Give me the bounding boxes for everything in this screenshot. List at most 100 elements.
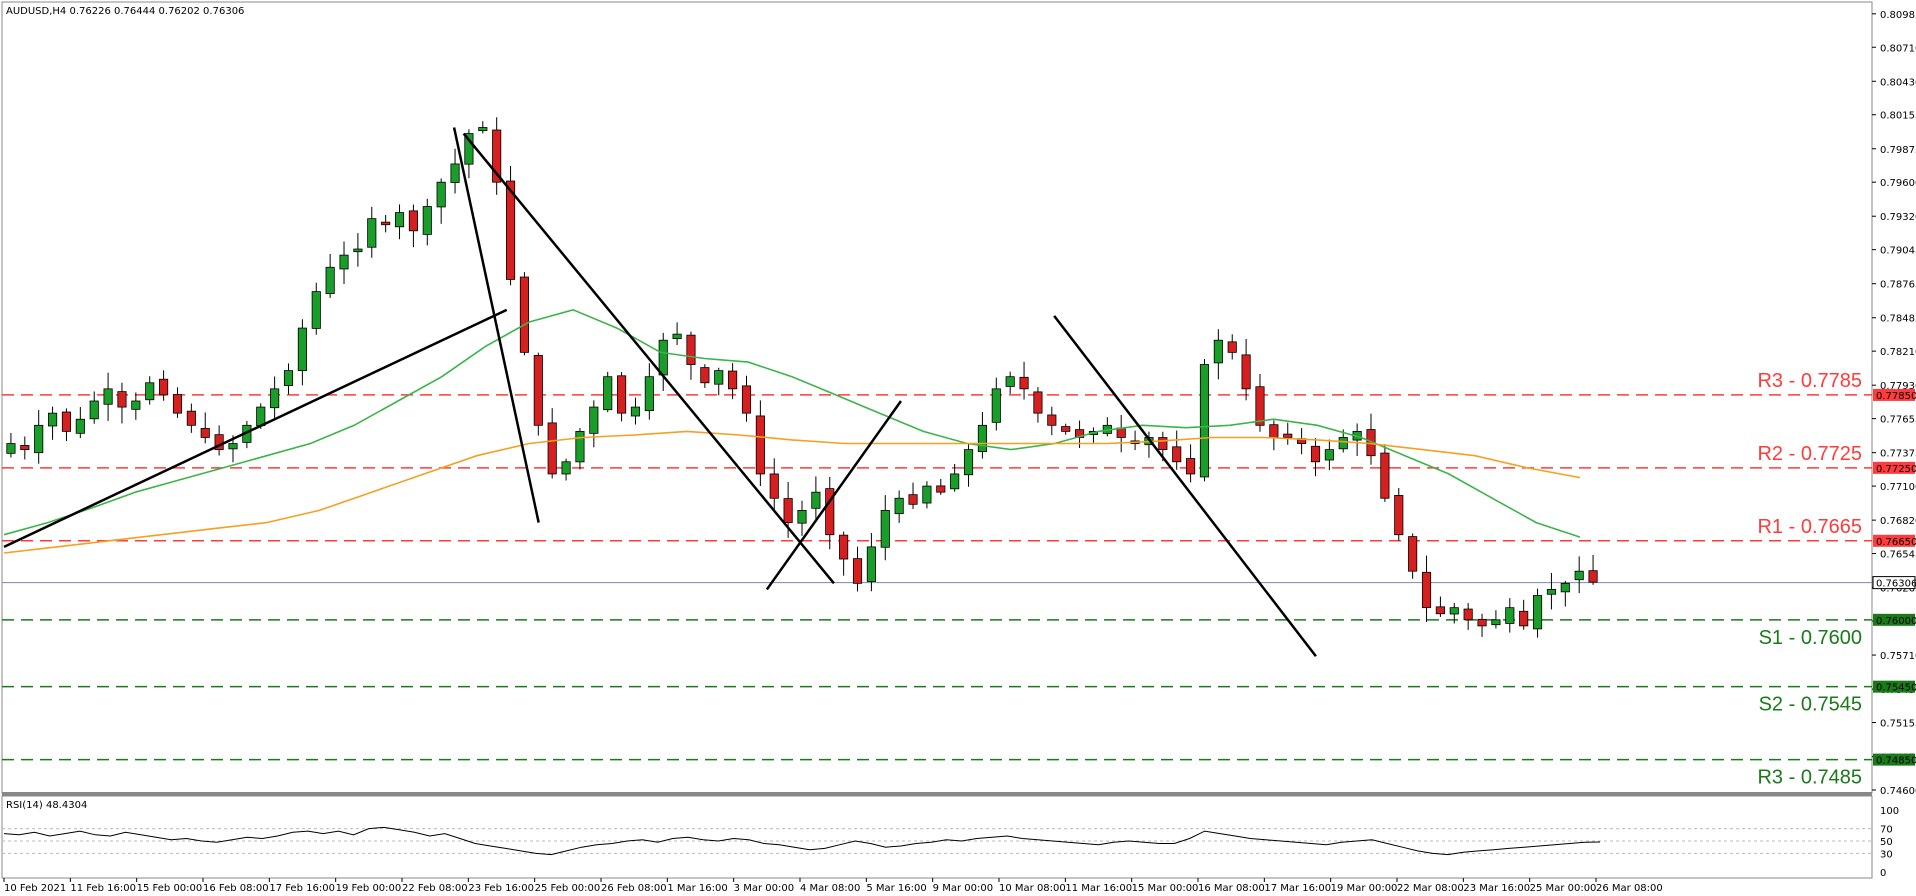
rsi-tick-label: 50 — [1880, 837, 1893, 848]
level-tag-label: 0.77250 — [1876, 464, 1916, 475]
level-label: R2 - 0.7725 — [1757, 443, 1862, 465]
candle-body — [1227, 341, 1237, 353]
price-tick-label: 0.78765 — [1880, 280, 1916, 291]
candle-body — [436, 181, 446, 208]
candle-body — [200, 427, 210, 438]
time-tick-label: 23 Mar 16:00 — [1463, 883, 1530, 894]
level-label: S2 - 0.7545 — [1759, 694, 1862, 716]
time-tick-label: 3 Mar 00:00 — [734, 883, 794, 894]
candle-body — [950, 473, 960, 490]
price-tick-label: 0.74600 — [1880, 786, 1916, 797]
time-tick-label: 16 Feb 08:00 — [203, 883, 269, 894]
time-tick-label: 10 Feb 2021 — [4, 883, 66, 894]
candle-body — [1033, 391, 1043, 414]
trendline — [462, 132, 835, 585]
level-tag-label: 0.77850 — [1876, 391, 1916, 402]
level-tag-label: 0.75450 — [1876, 683, 1916, 694]
candle-body — [1477, 618, 1487, 627]
time-tick-label: 5 Mar 16:00 — [866, 883, 926, 894]
chart-title: AUDUSD,H4 0.76226 0.76444 0.76202 0.7630… — [6, 6, 244, 17]
time-axis: 10 Feb 2021 11 Feb 16:00 15 Feb 00:00 16 Fe… — [3, 878, 1663, 894]
candle-body — [1574, 570, 1584, 581]
level-tag-label: 0.76000 — [1876, 616, 1916, 627]
candle-body — [131, 400, 141, 410]
time-tick-label: 4 Mar 08:00 — [800, 883, 860, 894]
candle-body — [936, 485, 946, 493]
candle-body — [1255, 386, 1265, 426]
candle-body — [1199, 364, 1210, 478]
candle-body — [1421, 571, 1432, 609]
level-label: R1 - 0.7665 — [1757, 516, 1862, 538]
candle-body — [1491, 619, 1501, 626]
candle-body — [339, 254, 349, 270]
candle-body — [839, 534, 849, 560]
time-tick-label: 25 Feb 00:00 — [535, 883, 601, 894]
moving-averages — [3, 308, 1581, 554]
candle-body — [519, 276, 529, 353]
candle-body — [283, 370, 294, 386]
candle-body — [117, 391, 127, 408]
candle-body — [1061, 426, 1071, 432]
candle-body — [769, 473, 779, 499]
candle-body — [894, 497, 904, 515]
candle-body — [991, 388, 1001, 423]
candle-body — [103, 388, 113, 405]
candle-body — [464, 133, 474, 165]
level-tag — [1873, 613, 1915, 626]
time-tick-label: 19 Mar 00:00 — [1331, 883, 1398, 894]
trendline — [1053, 315, 1317, 658]
candle-body — [1310, 445, 1321, 463]
time-tick-label: 22 Mar 08:00 — [1397, 883, 1464, 894]
candle-body — [1047, 414, 1057, 426]
time-tick-label: 26 Mar 08:00 — [1596, 883, 1663, 894]
rsi-tick-label: 70 — [1880, 825, 1893, 836]
time-tick-label: 25 Mar 00:00 — [1530, 883, 1597, 894]
price-tick-label: 0.77655 — [1880, 415, 1916, 426]
candle-body — [89, 400, 99, 420]
level-label: S1 - 0.7600 — [1759, 627, 1862, 649]
candle-body — [880, 510, 890, 548]
candle-body — [1588, 570, 1598, 583]
candle-body — [1449, 607, 1459, 615]
candle-body — [172, 394, 183, 414]
candle-body — [533, 355, 543, 426]
candle-body — [589, 406, 599, 434]
candle-body — [270, 388, 280, 409]
time-tick-label: 17 Mar 16:00 — [1264, 883, 1331, 894]
candle-body — [256, 406, 266, 427]
candle-body — [450, 163, 460, 183]
level-label: R3 - 0.7785 — [1757, 370, 1862, 392]
price-tick-label: 0.79875 — [1880, 145, 1916, 156]
candle-body — [908, 494, 918, 505]
candle-body — [381, 221, 391, 226]
candle-body — [1435, 606, 1445, 615]
rsi-tick-label: 100 — [1880, 806, 1899, 817]
price-tick-label: 0.80155 — [1880, 111, 1916, 122]
candle-body — [728, 370, 738, 390]
candle-body — [700, 367, 710, 384]
candle-body — [1158, 437, 1168, 451]
candle-body — [145, 382, 155, 401]
candle-body — [353, 248, 363, 253]
level-tag — [1873, 680, 1915, 693]
candle-body — [478, 127, 488, 132]
candle-body — [34, 424, 44, 454]
candle-body — [1269, 424, 1279, 438]
candle-body — [1172, 446, 1182, 463]
current-price-label: 0.76306 — [1876, 579, 1916, 590]
level-tag — [1873, 388, 1915, 401]
time-tick-label: 23 Feb 16:00 — [468, 883, 534, 894]
candle-body — [977, 424, 987, 452]
time-tick-label: 26 Feb 08:00 — [601, 883, 667, 894]
candle-body — [1241, 354, 1251, 390]
candle-body — [1338, 437, 1348, 450]
